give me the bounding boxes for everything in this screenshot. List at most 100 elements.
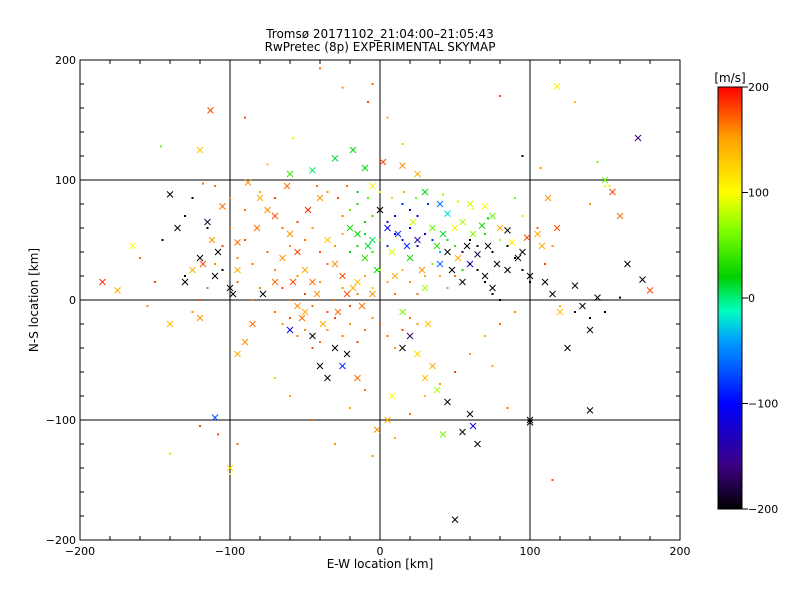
data-point-dot [386,245,389,247]
data-point-cross [571,282,579,289]
data-point-cross [304,206,312,214]
data-point-cross [354,278,361,286]
data-point-dot [281,287,284,289]
data-point-dot [487,217,489,220]
data-point-dot [236,281,239,283]
data-point-cross [301,308,309,316]
data-point-dot [289,395,291,397]
data-point-cross [439,230,447,238]
data-point-dot [461,269,464,271]
data-point-cross [349,284,357,292]
data-point-dot [391,197,393,199]
data-point-cross [541,278,549,286]
data-point-dot [415,197,417,199]
data-point-dot [484,281,486,283]
data-point-dot [289,245,291,247]
data-point-cross [469,422,477,430]
data-point-cross [234,239,241,246]
data-point-cross [414,170,421,178]
data-point-dot [214,263,216,265]
data-point-cross [538,242,546,250]
data-point-dot [221,269,224,271]
data-point-dot [469,239,471,241]
data-point-cross [376,206,384,214]
data-point-dot [364,389,366,391]
data-point-cross [496,224,504,232]
data-point-dot [304,329,306,331]
data-point-dot [442,193,444,196]
data-point-cross [271,212,279,220]
colorbar-label: [m/s] [714,71,745,85]
data-point-dot [371,83,374,85]
data-point-dot [349,407,351,409]
data-point-dot [386,116,389,119]
data-point-dot [394,215,396,217]
data-point-cross [556,308,564,316]
data-point-dot [214,185,216,187]
data-point-dot [604,311,606,313]
data-point-dot [199,425,201,427]
data-point-cross [609,188,616,196]
data-point-cross [301,266,309,274]
data-point-dot [416,215,419,217]
x-tick-label: −200 [65,545,95,558]
data-point-dot [356,203,359,205]
data-point-cross [204,218,211,226]
data-point-cross [286,170,294,178]
data-point-cross [208,236,216,244]
data-point-dot [326,311,329,313]
data-point-cross [403,242,411,250]
data-point-cross [211,414,219,421]
data-point-dot [346,185,348,187]
data-point-dot [424,275,426,277]
data-point-dot [364,221,366,223]
data-point-dot [364,233,366,235]
data-point-cross [354,374,361,382]
data-point-cross [439,431,447,438]
data-point-dot [484,233,486,235]
data-point-cross [384,224,391,232]
data-point-dot [266,251,269,253]
data-point-dot [296,275,299,277]
data-point-dot [139,257,141,259]
data-point-dot [379,269,381,271]
data-point-cross [519,248,526,256]
data-point-cross [343,290,351,298]
data-point-dot [349,323,351,325]
data-point-dot [356,191,359,193]
data-point-cross [409,218,417,226]
data-point-cross [129,242,136,250]
data-point-dot [266,163,269,166]
data-point-cross [319,320,327,328]
data-point-cross [234,266,241,274]
data-point-dot [424,395,426,397]
data-point-dot [367,101,369,103]
data-point-cross [481,272,489,280]
data-point-dot [539,167,542,169]
data-point-dot [589,203,591,205]
data-point-dot [326,263,329,265]
data-point-cross [624,260,631,268]
colorbar-tick-label: −200 [748,503,778,516]
chart-subtitle: RwPretec (8p) EXPERIMENTAL SKYMAP [265,40,496,54]
data-point-cross [361,254,369,262]
data-point-cross [316,362,324,370]
y-tick-label: 200 [55,54,76,67]
data-point-dot [386,221,389,223]
colorbar-tick-label: 200 [748,81,769,94]
data-point-dot [304,239,306,241]
data-point-dot [521,215,524,217]
data-point-dot [409,317,411,319]
data-point-cross [399,344,406,352]
data-point-cross [489,212,496,220]
data-point-cross [234,350,241,358]
data-point-dot [221,245,224,247]
data-point-cross [309,167,316,174]
data-point-dot [409,227,411,229]
data-point-cross [429,362,436,370]
data-point-cross [166,320,174,328]
data-point-dot [506,407,509,409]
tick-labels: −200 −100 0 100 200 −200 −100 0 100 200 [46,54,691,558]
data-point-dot [364,329,366,331]
data-point-cross [249,320,256,328]
